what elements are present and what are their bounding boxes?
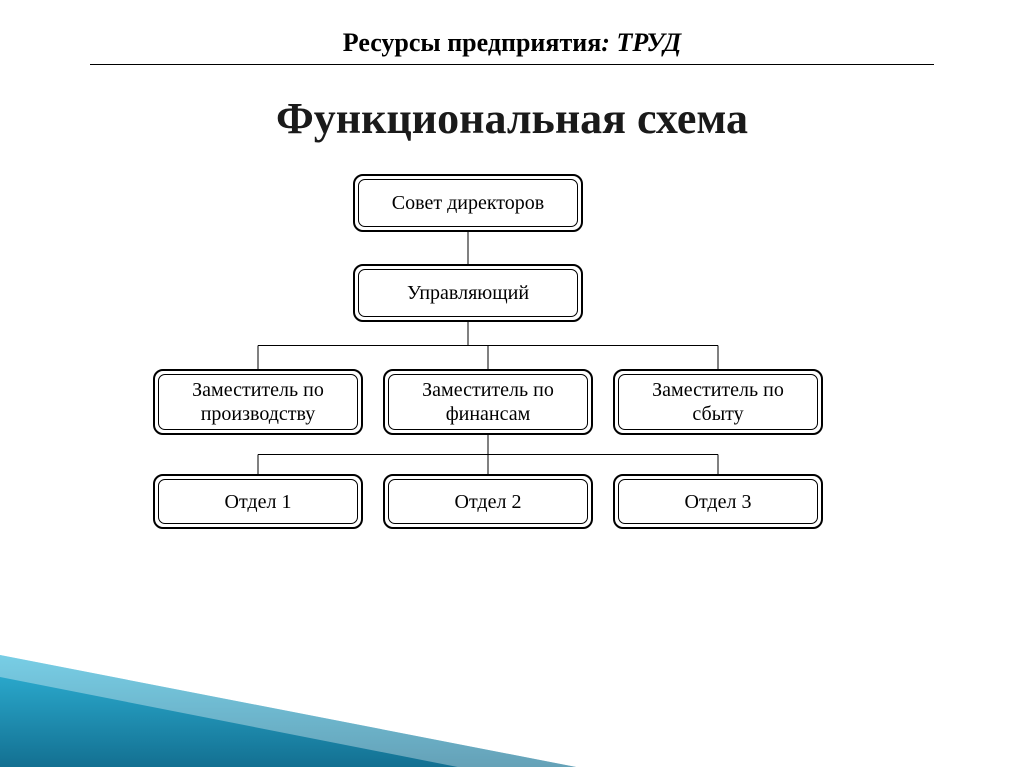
org-node-n7: Отдел 2 xyxy=(383,474,593,529)
org-node-label: Отдел 2 xyxy=(388,479,588,524)
title-underline xyxy=(90,64,934,65)
org-node-n5: Заместитель по сбыту xyxy=(613,369,823,435)
org-node-label: Заместитель по производству xyxy=(158,374,358,430)
org-node-n1: Совет директоров xyxy=(353,174,583,232)
org-node-n2: Управляющий xyxy=(353,264,583,322)
org-node-n6: Отдел 1 xyxy=(153,474,363,529)
org-node-label: Управляющий xyxy=(358,269,578,317)
org-chart: Совет директоров Управляющий Заместитель п… xyxy=(0,164,1024,624)
main-title: Функциональная схема xyxy=(0,93,1024,144)
org-node-n3: Заместитель по производству xyxy=(153,369,363,435)
org-node-label: Заместитель по сбыту xyxy=(618,374,818,430)
supertitle: Ресурсы предприятия: ТРУД xyxy=(0,28,1024,58)
org-node-label: Заместитель по финансам xyxy=(388,374,588,430)
supertitle-italic: : ТРУД xyxy=(601,28,681,57)
org-node-label: Отдел 3 xyxy=(618,479,818,524)
org-node-label: Отдел 1 xyxy=(158,479,358,524)
supertitle-normal: Ресурсы предприятия xyxy=(343,28,602,57)
org-node-n4: Заместитель по финансам xyxy=(383,369,593,435)
org-node-n8: Отдел 3 xyxy=(613,474,823,529)
org-node-label: Совет директоров xyxy=(358,179,578,227)
